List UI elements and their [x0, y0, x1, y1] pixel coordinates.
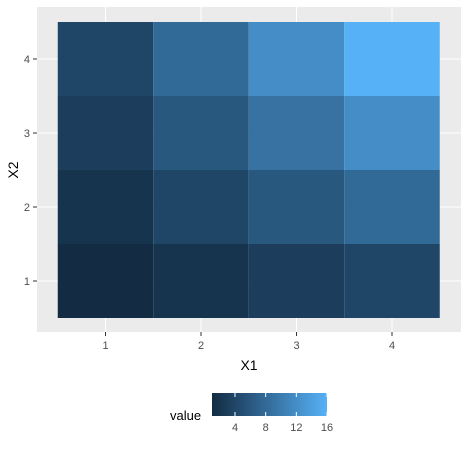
legend-tick-label: 16 [321, 422, 333, 434]
heatmap-cell [248, 96, 345, 170]
legend-title: value [170, 408, 201, 423]
x-axis-ticks: 1 2 3 4 [102, 332, 395, 352]
heatmap-cell [57, 244, 154, 318]
heatmap-cell [248, 170, 345, 244]
heatmap-cell [344, 170, 440, 244]
y-tick-label: 4 [24, 54, 30, 66]
y-tick-label: 3 [24, 128, 30, 140]
y-tick-label: 2 [24, 202, 30, 214]
heatmap-cell [153, 244, 249, 318]
x-tick-label: 1 [102, 340, 108, 352]
heatmap-cell [57, 96, 154, 170]
legend-ticks: 4 8 12 16 [232, 393, 333, 434]
legend-colorbar [212, 393, 327, 416]
heatmap-cell [248, 244, 345, 318]
heatmap-cell [153, 22, 249, 96]
y-axis-title: X2 [5, 161, 21, 178]
heatmap-cell [344, 22, 440, 96]
x-axis-title: X1 [240, 357, 257, 373]
x-tick-label: 3 [293, 340, 299, 352]
heatmap-cell [57, 22, 154, 96]
y-tick-label: 1 [24, 276, 30, 288]
x-tick-label: 2 [198, 340, 204, 352]
heatmap-cell [344, 244, 440, 318]
legend-tick-label: 4 [232, 422, 238, 434]
y-axis-ticks: 1 2 3 4 [24, 54, 37, 288]
legend-tick-label: 12 [290, 422, 302, 434]
heatmap-cell [57, 170, 154, 244]
heatmap-cell [344, 96, 440, 170]
legend-tick-label: 8 [263, 422, 269, 434]
x-tick-label: 4 [389, 340, 395, 352]
color-legend: value 4 8 12 16 [170, 393, 333, 434]
heatmap-cells [57, 22, 440, 318]
heatmap-cell [248, 22, 345, 96]
heatmap-cell [153, 170, 249, 244]
heatmap-cell [153, 96, 249, 170]
